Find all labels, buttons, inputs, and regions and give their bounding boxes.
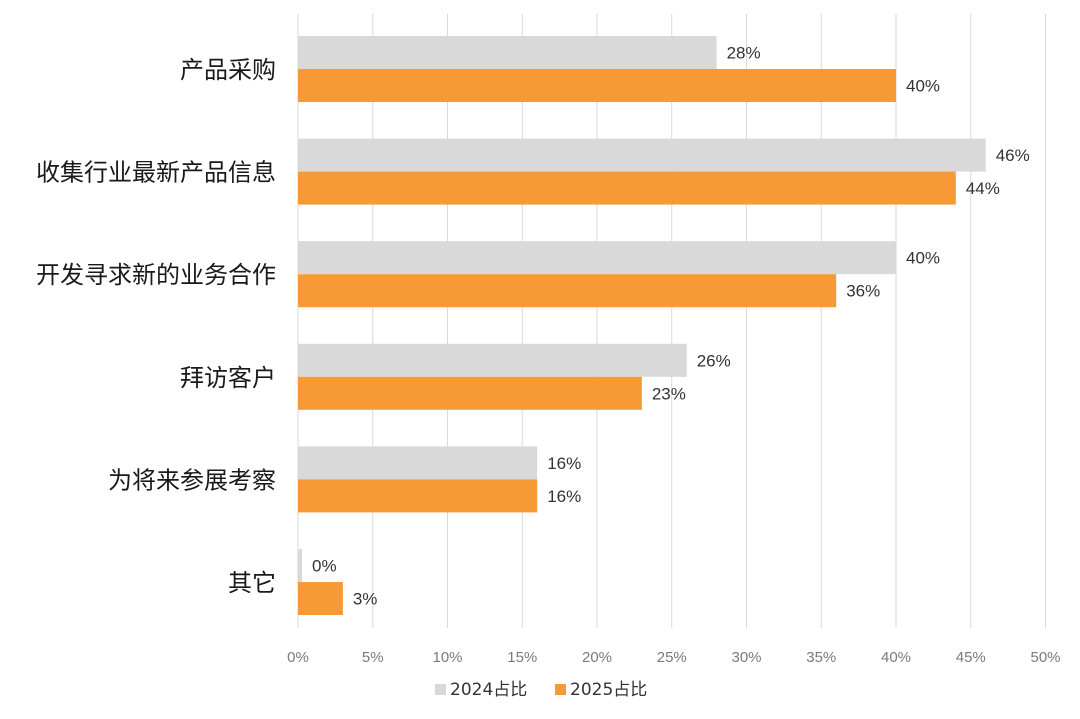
x-tick-label: 45% [956, 649, 986, 666]
x-axis-ticks: 0% 5% 10% 15% 20% 25% 30% 35% 40% 45% 50% [287, 649, 1060, 666]
legend: 2024占比 2025占比 [435, 680, 647, 700]
bar-2025 [298, 582, 343, 615]
legend-label: 2024占比 [450, 680, 527, 700]
category-label: 拜访客户 [180, 364, 276, 392]
bar-2024 [298, 36, 717, 69]
x-tick-label: 20% [582, 649, 612, 666]
x-tick-label: 25% [657, 649, 687, 666]
bar-value-label: 16% [547, 487, 581, 506]
bars: 28% 40% 46% 44% 40% 36% 26% 23% 16% 16% 0% 3% [298, 36, 1030, 615]
bar-value-label: 16% [547, 454, 581, 473]
bar-2024 [298, 446, 538, 480]
bar-value-label: 3% [353, 590, 378, 609]
bar-value-label: 26% [697, 351, 731, 370]
x-tick-label: 0% [287, 649, 309, 666]
x-tick-label: 40% [881, 649, 911, 666]
bar-value-label: 40% [906, 77, 940, 96]
bar-2024 [298, 343, 687, 377]
bar-2025 [298, 69, 896, 102]
legend-label: 2025占比 [570, 680, 647, 700]
gridlines [297, 14, 1046, 628]
x-tick-label: 15% [507, 649, 537, 666]
bar-value-label: 23% [652, 384, 686, 403]
bar-value-label: 46% [996, 146, 1030, 165]
category-label: 收集行业最新产品信息 [36, 159, 276, 187]
bar-value-label: 40% [906, 249, 940, 268]
x-tick-label: 10% [432, 649, 462, 666]
x-tick-label: 35% [806, 649, 836, 666]
x-tick-label: 50% [1030, 649, 1060, 666]
bar-2025 [298, 274, 837, 308]
bar-value-label: 44% [966, 179, 1000, 198]
bar-2025 [298, 171, 956, 205]
category-label: 开发寻求新的业务合作 [36, 261, 276, 289]
x-tick-label: 5% [362, 649, 384, 666]
legend-swatch [435, 684, 446, 695]
bar-value-label: 28% [727, 44, 761, 63]
bar-value-label: 0% [312, 557, 337, 576]
bar-2025 [298, 479, 538, 513]
bar-2024 [298, 241, 896, 275]
bar-2025 [298, 376, 642, 410]
legend-swatch [555, 684, 566, 695]
category-label: 产品采购 [180, 56, 276, 84]
x-tick-label: 30% [731, 649, 761, 666]
category-label: 其它 [228, 569, 276, 597]
bar-2024 [298, 138, 986, 172]
bar-value-label: 36% [846, 282, 880, 301]
category-label: 为将来参展考察 [108, 466, 276, 494]
bar-2024 [298, 549, 302, 582]
